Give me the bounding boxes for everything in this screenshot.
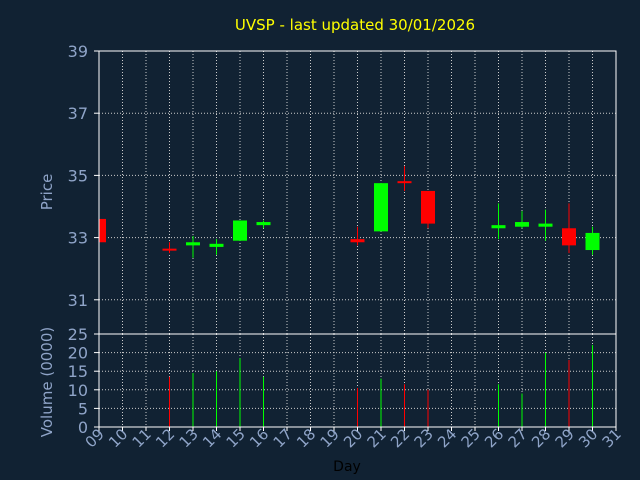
candle-body <box>562 228 576 246</box>
day-tick-label: 25 <box>458 425 484 451</box>
price-gridlines <box>99 51 616 334</box>
candle <box>256 220 271 229</box>
day-tick-label: 17 <box>270 425 296 451</box>
candle <box>585 226 600 255</box>
candle-body <box>350 239 365 243</box>
price-tick-label: 35 <box>68 166 88 185</box>
candle <box>562 203 576 254</box>
candle-body <box>209 243 224 247</box>
price-tick-labels: 31 33 35 37 39 <box>68 42 99 310</box>
day-tick-label: 14 <box>199 425 225 451</box>
day-tick-label: 26 <box>481 425 507 451</box>
candle <box>233 220 247 241</box>
day-tick-label: 13 <box>176 425 202 451</box>
volume-tick-label: 10 <box>68 381 88 400</box>
day-tick-label: 16 <box>246 425 272 451</box>
candle-body <box>491 225 506 229</box>
day-tick-label: 21 <box>364 425 390 451</box>
candle-body <box>256 222 271 226</box>
day-tick-label: 29 <box>552 425 578 451</box>
day-tick-label: 11 <box>129 425 155 451</box>
day-tick-label: 10 <box>105 425 131 451</box>
price-panel: 31 33 35 37 39 <box>68 42 617 335</box>
volume-tick-label: 20 <box>68 344 88 363</box>
volume-tick-label: 0 <box>78 418 88 437</box>
price-tick-label: 33 <box>68 229 88 248</box>
candle <box>491 203 506 240</box>
candle <box>515 211 529 229</box>
candle-body <box>397 181 412 184</box>
candle-body <box>515 222 529 227</box>
volume-tick-label: 5 <box>78 399 88 418</box>
day-tick-label: 22 <box>387 425 413 451</box>
candle <box>374 183 388 232</box>
candle <box>162 242 177 254</box>
price-axis-label: Price <box>38 174 56 211</box>
candle-body <box>99 218 106 243</box>
candle <box>397 166 412 191</box>
day-tick-label: 18 <box>293 425 319 451</box>
candle <box>350 226 365 246</box>
candle-body <box>233 220 247 241</box>
price-tick-label: 31 <box>68 291 88 310</box>
x-axis-label: Day <box>333 459 361 475</box>
day-tick-labels: 0910111213141516171819202122232425262728… <box>82 425 625 451</box>
chart-title: UVSP - last updated 30/01/2026 <box>235 16 475 34</box>
candle <box>186 236 200 258</box>
day-tick-label: 20 <box>340 425 366 451</box>
volume-bars <box>169 345 593 427</box>
day-tick-label: 19 <box>317 425 343 451</box>
candle-body <box>374 183 388 232</box>
day-tick-label: 15 <box>223 425 249 451</box>
day-tick-label: 12 <box>152 425 178 451</box>
day-tick-label: 24 <box>434 425 460 451</box>
day-tick-label: 28 <box>528 425 554 451</box>
candle-body <box>421 190 435 224</box>
day-tick-label: 23 <box>411 425 437 451</box>
volume-tick-label: 15 <box>68 362 88 381</box>
candle-body <box>538 223 553 227</box>
candle <box>421 190 435 229</box>
day-tick-label: 30 <box>575 425 601 451</box>
price-tick-label: 37 <box>68 104 88 123</box>
price-candles <box>98 166 600 258</box>
candle <box>209 239 224 255</box>
candle-body <box>162 248 177 251</box>
candle <box>98 218 106 243</box>
day-tick-label: 27 <box>505 425 531 451</box>
price-tick-label: 39 <box>68 42 88 61</box>
candle <box>538 209 553 241</box>
day-tick-label: 31 <box>599 425 625 451</box>
candle-body <box>186 242 200 246</box>
volume-axis-label: Volume (0000) <box>38 327 56 437</box>
volume-tick-label: 25 <box>68 325 88 344</box>
candle-body <box>585 232 600 251</box>
